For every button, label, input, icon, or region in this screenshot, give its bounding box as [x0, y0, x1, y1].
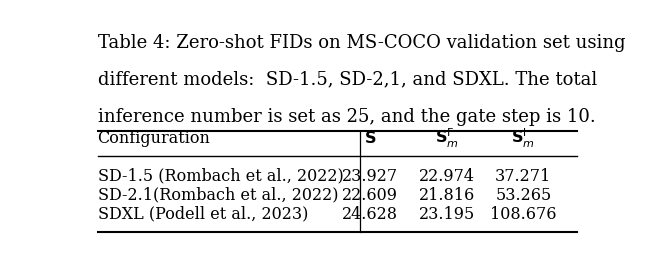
Text: 22.609: 22.609 [342, 187, 398, 204]
Text: 53.265: 53.265 [495, 187, 551, 204]
Text: 108.676: 108.676 [490, 206, 557, 223]
Text: $\mathbf{S}^{\mathrm{F}}_{m}$: $\mathbf{S}^{\mathrm{F}}_{m}$ [435, 127, 459, 150]
Text: inference number is set as 25, and the gate step is 10.: inference number is set as 25, and the g… [97, 108, 595, 126]
Text: SD-2.1(Rombach et al., 2022): SD-2.1(Rombach et al., 2022) [97, 187, 338, 204]
Text: $\mathbf{S}$: $\mathbf{S}$ [364, 130, 376, 147]
Text: $\mathbf{S}^{\mathrm{l}}_{m}$: $\mathbf{S}^{\mathrm{l}}_{m}$ [511, 127, 535, 150]
Text: 23.927: 23.927 [342, 168, 399, 185]
Text: 23.195: 23.195 [418, 206, 475, 223]
Text: Table 4: Zero-shot FIDs on MS-COCO validation set using: Table 4: Zero-shot FIDs on MS-COCO valid… [97, 34, 625, 52]
Text: 22.974: 22.974 [419, 168, 475, 185]
Text: different models:  SD-1.5, SD-2,1, and SDXL. The total: different models: SD-1.5, SD-2,1, and SD… [97, 71, 597, 89]
Text: 21.816: 21.816 [418, 187, 475, 204]
Text: SD-1.5 (Rombach et al., 2022): SD-1.5 (Rombach et al., 2022) [97, 168, 343, 185]
Text: 37.271: 37.271 [495, 168, 551, 185]
Text: SDXL (Podell et al., 2023): SDXL (Podell et al., 2023) [97, 206, 308, 223]
Text: Configuration: Configuration [97, 130, 211, 147]
Text: 24.628: 24.628 [342, 206, 398, 223]
